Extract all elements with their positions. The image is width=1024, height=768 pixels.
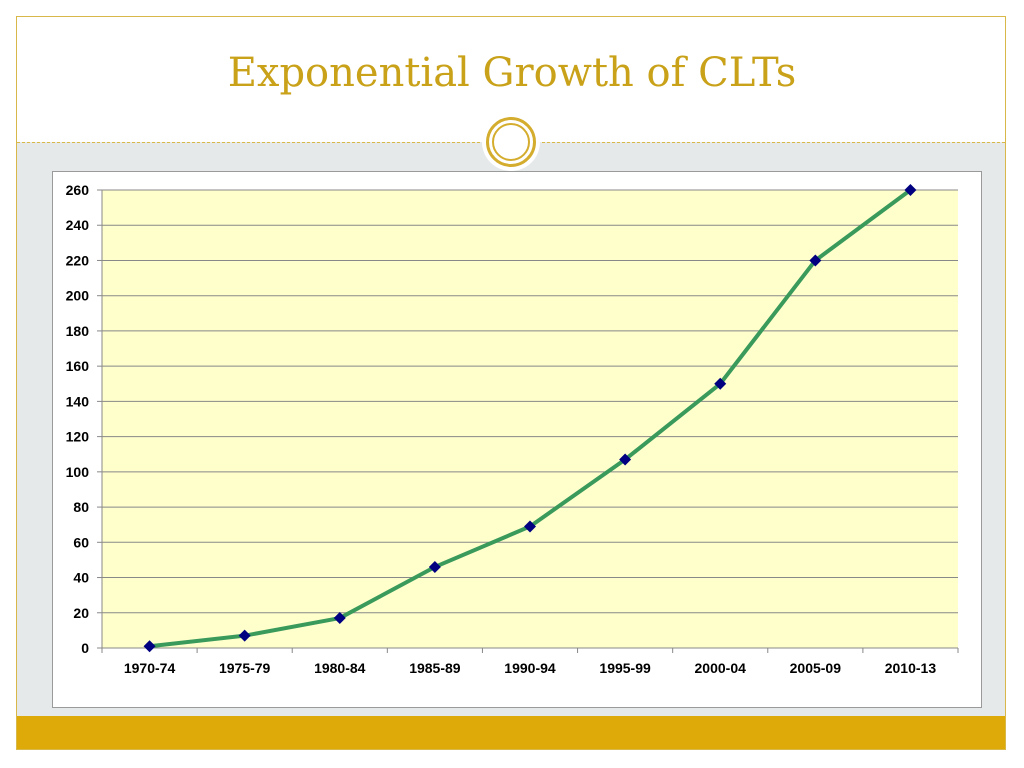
x-axis-ticks: 1970-74 1975-79 1980-84 1985-89 1990-94 1995-… [101, 648, 959, 676]
data-point-marker [143, 640, 156, 653]
y-tick-label: 60 [73, 534, 89, 550]
y-tick-label: 220 [66, 252, 90, 268]
y-tick-label: 0 [81, 640, 89, 656]
x-tick-label: 1980-84 [314, 660, 366, 676]
y-tick-label: 20 [73, 605, 89, 621]
y-tick-label: 120 [66, 429, 90, 445]
x-tick-label: 1975-79 [219, 660, 271, 676]
data-point-marker [428, 560, 441, 573]
y-tick-label: 180 [66, 323, 90, 339]
data-point-marker [809, 254, 822, 267]
y-tick-label: 260 [66, 182, 90, 198]
y-tick-label: 40 [73, 570, 89, 586]
bottom-accent-bar [17, 716, 1005, 749]
axes [101, 190, 958, 649]
y-tick-label: 80 [73, 499, 89, 515]
series-markers [143, 184, 917, 653]
y-tick-label: 240 [66, 217, 90, 233]
gridlines [102, 189, 958, 614]
plot-area [102, 190, 958, 648]
y-tick-label: 160 [66, 358, 90, 374]
x-tick-label: 2000-04 [695, 660, 747, 676]
x-tick-label: 2010-13 [885, 660, 937, 676]
x-tick-label: 1995-99 [599, 660, 651, 676]
x-tick-label: 1985-89 [409, 660, 461, 676]
data-point-marker [238, 629, 251, 642]
line-chart: 0 20 40 60 80 100 120 140 160 180 200 220 240 260 197… [66, 182, 959, 676]
y-tick-label: 200 [66, 288, 90, 304]
x-tick-label: 2005-09 [790, 660, 842, 676]
data-point-marker [333, 612, 346, 625]
y-tick-label: 140 [66, 393, 90, 409]
x-tick-label: 1970-74 [124, 660, 176, 676]
x-tick-label: 1990-94 [504, 660, 556, 676]
y-tick-label: 100 [66, 464, 90, 480]
data-point-marker [619, 453, 632, 466]
slide-title: Exponential Growth of CLTs [227, 50, 797, 96]
data-point-marker [524, 520, 536, 533]
data-point-marker [904, 184, 917, 196]
data-point-marker [714, 377, 727, 390]
y-axis-ticks: 0 20 40 60 80 100 120 140 160 180 200 220 240 260 [66, 182, 102, 656]
circle-ornament-inner-icon [492, 123, 530, 161]
